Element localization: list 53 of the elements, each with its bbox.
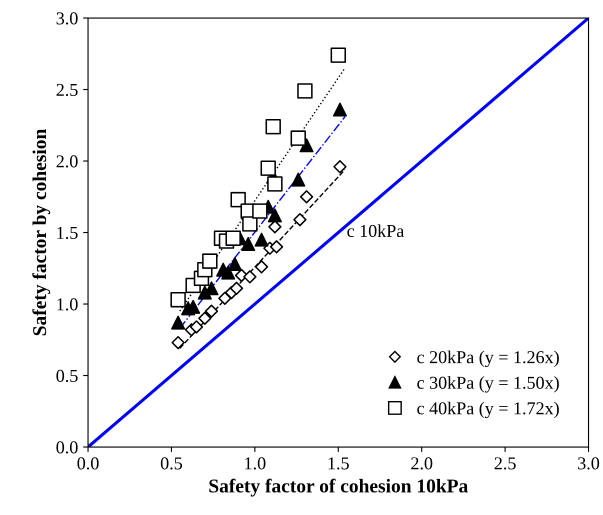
point (268, 208, 282, 222)
y-tick-label: 1.5 (57, 226, 78, 240)
x-tick-label: 0.5 (160, 457, 182, 470)
point (171, 336, 185, 350)
point (204, 304, 218, 318)
point (254, 232, 269, 247)
point (230, 282, 244, 295)
legend-label: c 40kPa (y = 1.72x) (417, 402, 559, 418)
y-tick-label: 3.0 (56, 12, 78, 25)
point (268, 220, 282, 234)
x-tick-label: 1.5 (328, 457, 349, 470)
point (332, 102, 347, 117)
point (202, 253, 218, 269)
point (266, 118, 281, 134)
point (190, 320, 204, 334)
point (221, 266, 236, 280)
point (225, 230, 241, 246)
point (254, 260, 268, 274)
point (270, 240, 284, 254)
legend-label: c 20kPa (y = 1.26x) (417, 350, 559, 368)
y-tick-label: 2.5 (56, 84, 78, 96)
y-axis-title: Safety factor by cohesion (32, 129, 50, 336)
point (198, 312, 212, 325)
point (242, 216, 258, 232)
point (252, 203, 268, 219)
point (291, 172, 306, 187)
point (230, 192, 246, 208)
point (330, 47, 346, 63)
point (333, 160, 347, 174)
point (243, 270, 257, 284)
point (290, 130, 306, 146)
x-tick-label: 2.5 (494, 457, 516, 470)
point (260, 160, 276, 176)
point (267, 176, 283, 192)
y-tick-label: 0.0 (56, 441, 78, 454)
x-tick-label: 1.0 (245, 457, 266, 470)
x-tick-label: 3.0 (578, 457, 600, 470)
x-axis-title: Safety factor of cohesion 10kPa (209, 478, 468, 497)
point (297, 83, 313, 99)
y-tick-label: 1.0 (57, 298, 78, 311)
y-tick-label: 2.0 (56, 155, 78, 168)
x-tick-label: 0.0 (77, 457, 99, 470)
annotation: c 10kPa (347, 224, 404, 238)
point (293, 212, 307, 226)
point (171, 316, 186, 330)
point (300, 190, 314, 204)
point (228, 256, 242, 271)
x-tick-label: 2.0 (411, 457, 432, 470)
point (300, 138, 314, 152)
y-tick-label: 0.5 (56, 370, 78, 382)
legend-label: c 30kPa (y = 1.50x) (417, 376, 559, 393)
point (241, 236, 256, 251)
point (170, 292, 186, 308)
